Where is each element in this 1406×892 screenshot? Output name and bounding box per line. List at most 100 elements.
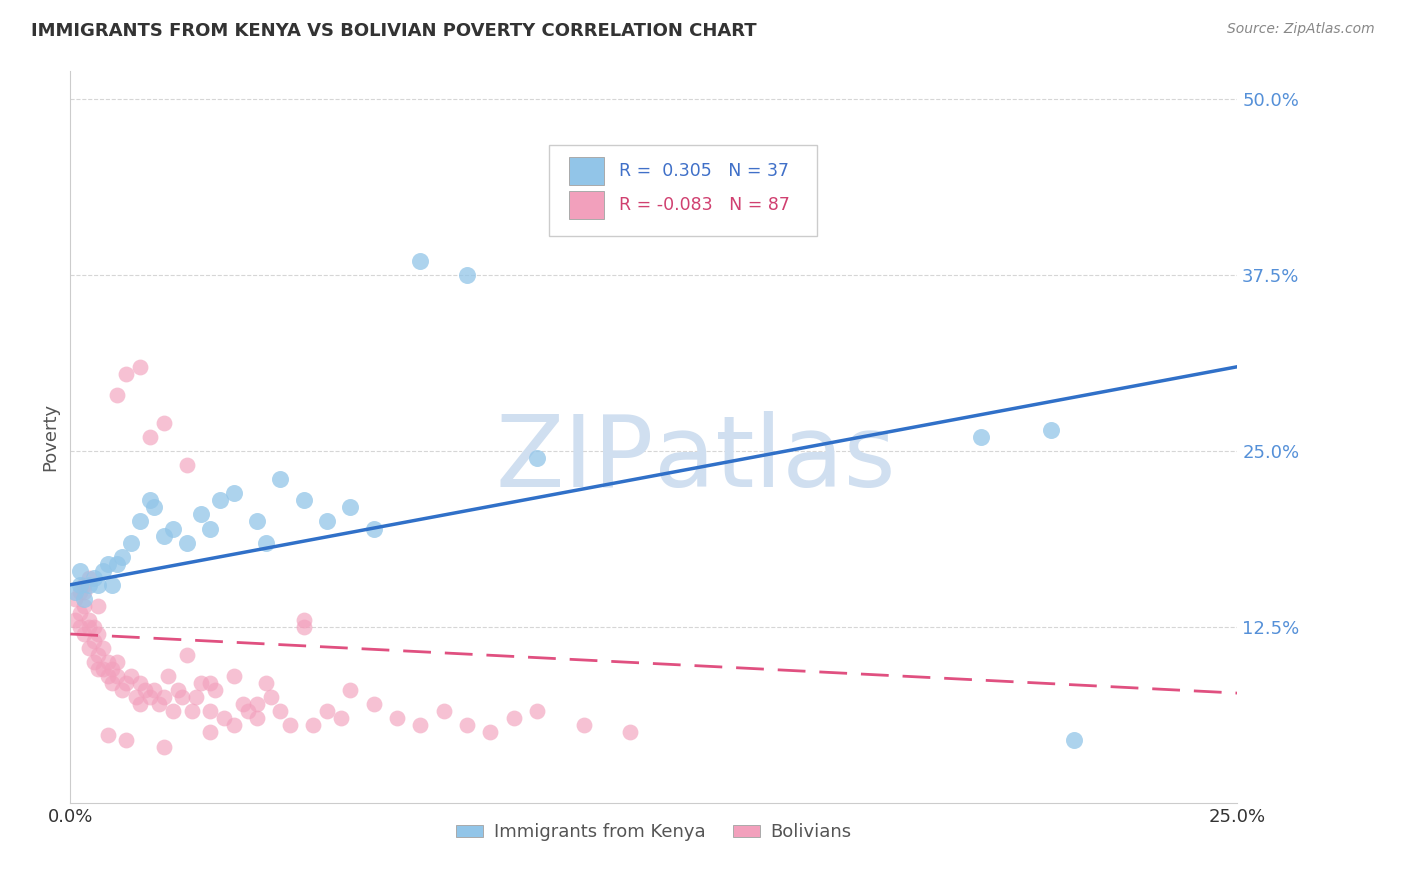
Point <box>246 711 269 725</box>
Text: R = -0.083   N = 87: R = -0.083 N = 87 <box>619 196 790 214</box>
Point <box>208 493 231 508</box>
Point <box>200 705 222 719</box>
Point <box>69 606 91 620</box>
Point <box>120 669 142 683</box>
Point <box>77 613 100 627</box>
Text: IMMIGRANTS FROM KENYA VS BOLIVIAN POVERTY CORRELATION CHART: IMMIGRANTS FROM KENYA VS BOLIVIAN POVERT… <box>31 22 756 40</box>
Bar <box>568 157 603 185</box>
Point <box>385 711 408 725</box>
Point <box>176 458 198 473</box>
Point <box>186 690 208 705</box>
Point <box>246 515 269 529</box>
Point <box>101 662 124 676</box>
Point <box>526 451 548 466</box>
Point <box>111 683 134 698</box>
Point <box>190 676 212 690</box>
Point <box>222 669 245 683</box>
Point <box>619 725 641 739</box>
Point <box>87 599 110 613</box>
Point <box>409 718 432 732</box>
Point <box>254 535 277 549</box>
Point <box>316 515 339 529</box>
Y-axis label: Poverty: Poverty <box>41 403 59 471</box>
Point <box>129 698 152 712</box>
Point <box>87 648 110 662</box>
Point <box>105 669 128 683</box>
Point <box>77 641 100 656</box>
Text: Source: ZipAtlas.com: Source: ZipAtlas.com <box>1227 22 1375 37</box>
Point <box>73 584 96 599</box>
Point <box>200 725 222 739</box>
Text: ZIP: ZIP <box>495 410 654 508</box>
Point <box>83 620 105 634</box>
Point <box>97 669 120 683</box>
Point <box>63 613 86 627</box>
Point <box>77 578 100 592</box>
Point <box>572 718 595 732</box>
Point <box>115 676 138 690</box>
Point <box>152 528 174 542</box>
Point <box>124 690 146 705</box>
Point <box>69 584 91 599</box>
Point <box>83 571 105 585</box>
Point <box>115 732 138 747</box>
Point <box>190 508 212 522</box>
Point <box>152 416 174 430</box>
Point <box>969 430 991 444</box>
Point <box>278 718 301 732</box>
Point <box>222 718 245 732</box>
Point <box>316 705 339 719</box>
Point <box>502 711 524 725</box>
Point <box>143 683 166 698</box>
Point <box>63 591 86 606</box>
Point <box>73 627 96 641</box>
Point <box>214 711 236 725</box>
Point <box>236 705 259 719</box>
Point <box>105 655 128 669</box>
Point <box>166 683 188 698</box>
Point <box>363 521 385 535</box>
Point <box>180 705 202 719</box>
Point <box>269 472 291 486</box>
Point <box>73 591 96 606</box>
Point <box>97 655 120 669</box>
Point <box>143 500 166 515</box>
Point <box>69 564 91 578</box>
Point <box>129 359 152 374</box>
Point <box>339 683 361 698</box>
Point <box>409 254 432 268</box>
Point <box>138 493 160 508</box>
Point <box>105 388 128 402</box>
Point <box>138 690 160 705</box>
Point <box>97 728 120 742</box>
Point <box>87 578 110 592</box>
Point <box>222 486 245 500</box>
Point <box>77 571 100 585</box>
Point <box>83 655 105 669</box>
Point <box>526 705 548 719</box>
Point <box>148 698 170 712</box>
Point <box>254 676 277 690</box>
Point <box>87 662 110 676</box>
Point <box>115 367 138 381</box>
Point <box>101 578 124 592</box>
Point <box>111 549 134 564</box>
Point <box>73 578 96 592</box>
Point <box>91 564 114 578</box>
Point <box>456 268 478 283</box>
Point <box>69 578 91 592</box>
Point <box>292 493 315 508</box>
Point <box>363 698 385 712</box>
Point <box>101 676 124 690</box>
Legend: Immigrants from Kenya, Bolivians: Immigrants from Kenya, Bolivians <box>449 816 859 848</box>
Point <box>292 613 315 627</box>
Point <box>456 718 478 732</box>
Point <box>302 718 325 732</box>
Point <box>246 698 269 712</box>
Point <box>97 557 120 571</box>
Point <box>172 690 194 705</box>
Point <box>200 676 222 690</box>
Point <box>91 662 114 676</box>
Point <box>433 705 456 719</box>
Point <box>162 521 184 535</box>
